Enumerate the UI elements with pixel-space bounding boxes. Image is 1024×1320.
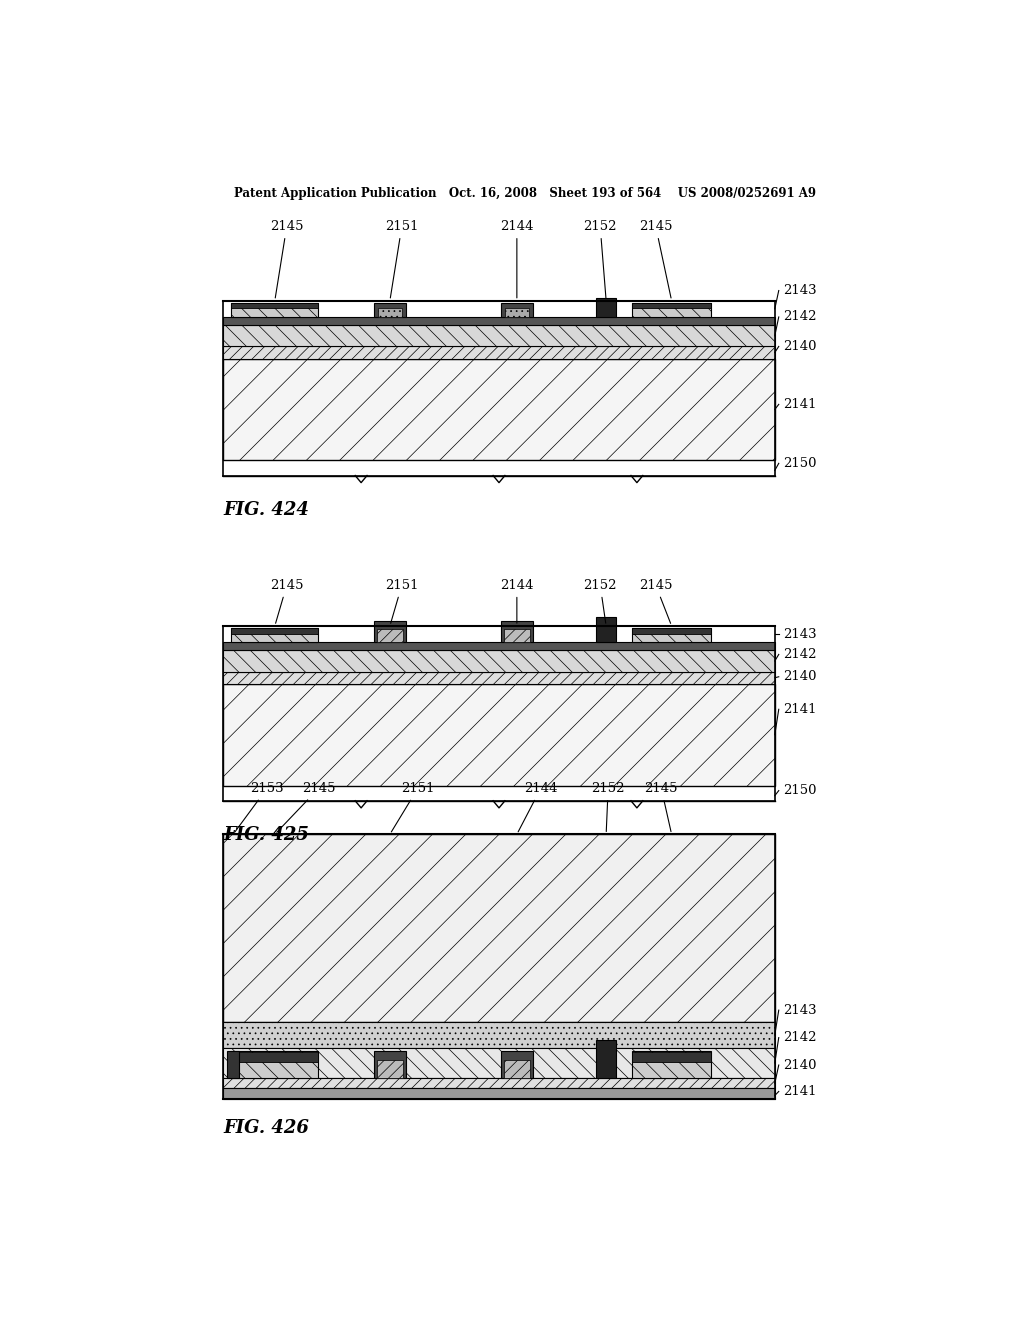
Bar	[596, 298, 616, 317]
Text: 2145: 2145	[639, 220, 673, 298]
Bar	[223, 1048, 775, 1078]
Bar	[632, 1052, 712, 1061]
Text: 2152: 2152	[584, 220, 616, 298]
Text: 2145: 2145	[639, 578, 673, 623]
Bar	[231, 628, 318, 643]
Text: 2142: 2142	[782, 1031, 816, 1044]
Text: 2153: 2153	[234, 781, 284, 832]
Bar	[227, 1051, 239, 1078]
Bar	[501, 620, 532, 643]
Bar	[223, 359, 775, 461]
Bar	[231, 628, 318, 634]
Text: 2150: 2150	[782, 457, 816, 470]
Text: 2151: 2151	[385, 220, 419, 298]
Bar	[505, 309, 528, 317]
Bar	[223, 1078, 775, 1089]
Text: 2143: 2143	[782, 1003, 816, 1016]
Text: FIG. 426: FIG. 426	[223, 1119, 309, 1137]
Bar	[504, 1060, 529, 1078]
Bar	[223, 643, 775, 651]
Text: 2145: 2145	[644, 781, 678, 832]
Bar	[231, 302, 318, 317]
Bar	[501, 1051, 532, 1078]
Bar	[374, 620, 406, 643]
Text: 2140: 2140	[782, 1059, 816, 1072]
Bar	[632, 628, 712, 634]
Text: FIG. 425: FIG. 425	[223, 826, 309, 845]
Bar	[223, 1089, 775, 1098]
Bar	[223, 651, 775, 672]
Bar	[374, 1051, 406, 1078]
Text: 2150: 2150	[782, 784, 816, 797]
Text: 2145: 2145	[270, 578, 303, 623]
Bar	[223, 325, 775, 346]
Text: 2145: 2145	[270, 220, 303, 298]
Bar	[377, 630, 402, 643]
Text: 2144: 2144	[500, 578, 534, 623]
Text: 2141: 2141	[782, 702, 816, 715]
Text: 2140: 2140	[782, 671, 816, 684]
Text: 2151: 2151	[391, 781, 434, 832]
Text: 2142: 2142	[782, 648, 816, 661]
Bar	[632, 628, 712, 643]
Bar	[632, 1051, 712, 1078]
Bar	[377, 1060, 402, 1078]
Text: 2152: 2152	[584, 578, 616, 623]
Bar	[223, 1022, 775, 1048]
Text: 2144: 2144	[500, 220, 534, 298]
Bar	[231, 1051, 318, 1078]
Bar	[596, 1040, 616, 1078]
Text: 2141: 2141	[782, 397, 816, 411]
Text: 2152: 2152	[592, 781, 625, 832]
Text: 2143: 2143	[782, 284, 816, 297]
Text: Patent Application Publication   Oct. 16, 2008   Sheet 193 of 564    US 2008/025: Patent Application Publication Oct. 16, …	[233, 187, 816, 201]
Bar	[223, 317, 775, 325]
Bar	[374, 302, 406, 317]
Bar	[223, 684, 775, 785]
Text: 2142: 2142	[782, 310, 816, 323]
Bar	[223, 834, 775, 1022]
Bar	[632, 302, 712, 309]
Bar	[632, 302, 712, 317]
Bar	[501, 302, 532, 317]
Text: 2141: 2141	[782, 1085, 816, 1098]
Text: 2143: 2143	[782, 627, 816, 640]
Bar	[223, 672, 775, 684]
Bar	[504, 630, 529, 643]
Text: FIG. 424: FIG. 424	[223, 500, 309, 519]
Bar	[231, 1052, 318, 1061]
Text: 2151: 2151	[385, 578, 419, 623]
Bar	[378, 309, 401, 317]
Text: 2144: 2144	[518, 781, 557, 832]
Bar	[596, 616, 616, 643]
Bar	[223, 346, 775, 359]
Text: 2145: 2145	[276, 781, 335, 833]
Text: 2140: 2140	[782, 341, 816, 352]
Bar	[231, 302, 318, 309]
